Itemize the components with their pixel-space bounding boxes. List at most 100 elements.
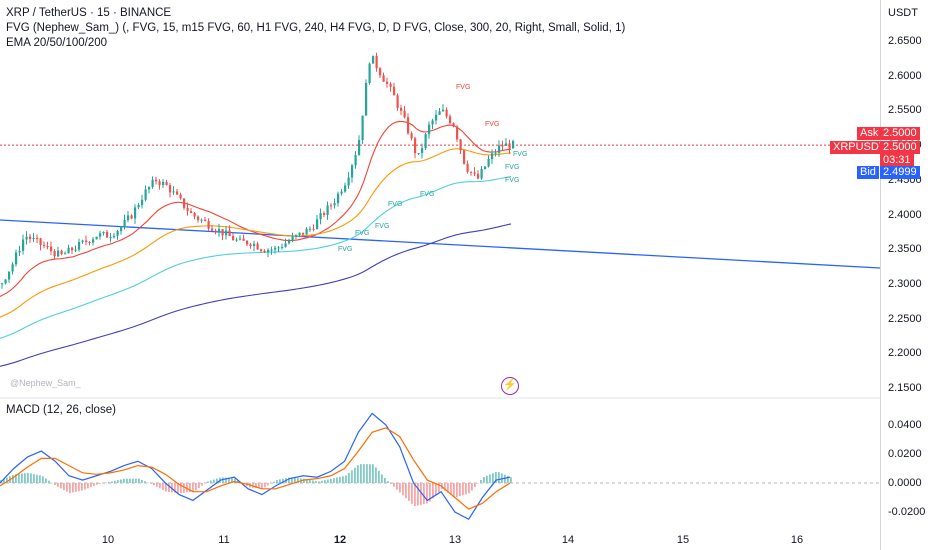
macd-histogram-bar (177, 483, 179, 493)
macd-histogram-bar (483, 476, 485, 483)
candle-body (88, 241, 91, 243)
candle-body (316, 219, 319, 230)
price-tick-label: 2.3000 (888, 277, 922, 290)
candle-body (277, 247, 280, 249)
candle-body (113, 235, 116, 238)
candle-body (25, 236, 28, 240)
candle-body (417, 153, 420, 155)
candle-body (256, 243, 259, 250)
macd-histogram-bar (462, 483, 464, 496)
candle-body (36, 237, 39, 239)
macd-histogram-bar (369, 464, 371, 483)
candle-body (200, 219, 203, 221)
fvg-label: FVG (505, 177, 519, 184)
price-tick-label: 2.5500 (888, 104, 922, 117)
candle-body (176, 191, 179, 195)
candle-body (74, 249, 77, 251)
candle-body (393, 86, 396, 96)
candle-body (365, 82, 368, 116)
ask-value: 2.5000 (880, 127, 920, 140)
macd-histogram-bar (258, 483, 260, 489)
macd-histogram-bar (207, 481, 209, 483)
candle-body (491, 153, 494, 160)
indicator-fvg-legend[interactable]: FVG (Nephew_Sam_) (, FVG, 15, m15 FVG, 6… (6, 22, 626, 34)
macd-histogram-bar (30, 473, 32, 483)
date-tick-label: 14 (561, 534, 575, 546)
price-tick-label: 2.6000 (888, 69, 922, 82)
candle-body (18, 250, 21, 253)
macd-histogram-bar (210, 480, 212, 483)
price-tick-label: 2.3500 (888, 243, 922, 256)
candle-body (260, 249, 263, 252)
candle-body (368, 63, 371, 83)
macd-histogram-bar (75, 483, 77, 492)
candle-body (155, 179, 158, 182)
macd-histogram-bar (315, 481, 317, 483)
date-tick-label: 15 (676, 534, 690, 546)
candle-body (109, 237, 112, 239)
macd-histogram-bar (321, 480, 323, 483)
macd-histogram-bar (186, 483, 188, 493)
candle-body (389, 83, 392, 87)
macd-histogram-bar (474, 483, 476, 487)
macd-histogram-bar (438, 483, 440, 493)
bid-label: Bid (857, 166, 879, 179)
macd-histogram-bar (153, 483, 155, 486)
macd-histogram-bar (264, 483, 266, 488)
candle-body (319, 212, 322, 220)
macd-histogram-bar (498, 472, 500, 483)
candle-body (11, 264, 14, 272)
candle-body (512, 141, 515, 149)
macd-histogram-bar (471, 483, 473, 491)
macd-histogram-bar (15, 474, 17, 483)
macd-histogram-bar (33, 473, 35, 483)
candle-body (85, 240, 88, 242)
candle-body (459, 139, 462, 151)
macd-histogram-bar (165, 483, 167, 492)
candle-body (505, 143, 508, 146)
macd-histogram-bar (72, 483, 74, 493)
indicator-ema-legend[interactable]: EMA 20/50/100/200 (6, 37, 108, 49)
macd-histogram-bar (228, 477, 230, 483)
candle-body (281, 247, 284, 249)
candle-body (162, 181, 165, 186)
macd-histogram-bar (183, 483, 185, 493)
symbol-title[interactable]: XRP / TetherUS · 15 · BINANCE (6, 7, 172, 19)
macd-histogram-bar (195, 483, 197, 491)
candle-body (228, 230, 231, 237)
macd-histogram-bar (393, 483, 395, 487)
macd-histogram-bar (27, 472, 29, 483)
macd-histogram-bar (384, 477, 386, 483)
macd-histogram-bar (120, 479, 122, 483)
macd-histogram-bar (375, 467, 377, 483)
macd-histogram-bar (312, 480, 314, 483)
macd-histogram-bar (339, 476, 341, 483)
macd-histogram-bar (345, 475, 347, 483)
candle-body (43, 244, 46, 247)
macd-histogram-bar (54, 483, 56, 486)
macd-tick-label: 0.0200 (888, 448, 922, 460)
macd-histogram-bar (333, 478, 335, 483)
candle-body (407, 117, 410, 134)
candle-body (344, 185, 347, 192)
price-axis[interactable] (880, 0, 932, 550)
macd-histogram-bar (102, 483, 104, 484)
macd-histogram-bar (324, 480, 326, 483)
macd-histogram-bar (42, 476, 44, 483)
candle-body (382, 75, 385, 82)
fvg-label: FVG (355, 230, 369, 237)
candle-body (127, 215, 130, 220)
flash-icon[interactable]: ⚡ (501, 377, 519, 395)
macd-histogram-bar (402, 483, 404, 496)
candle-body (99, 233, 102, 237)
macd-histogram-bar (192, 483, 194, 492)
candle-body (470, 171, 473, 173)
macd-legend[interactable]: MACD (12, 26, close) (6, 404, 116, 416)
macd-histogram-bar (450, 483, 452, 495)
candle-body (347, 177, 350, 186)
macd-histogram-bar (144, 481, 146, 483)
macd-histogram-bar (12, 475, 14, 483)
candle-body (288, 240, 291, 244)
macd-histogram-bar (51, 482, 53, 484)
